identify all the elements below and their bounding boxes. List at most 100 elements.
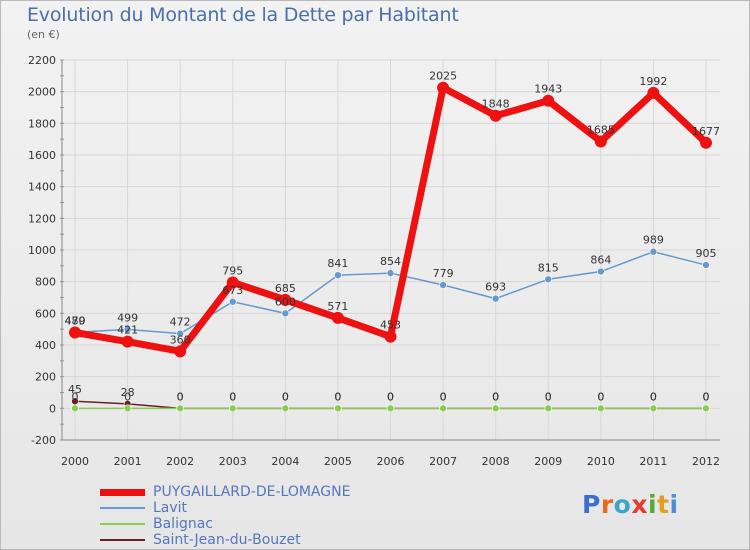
data-label: 0 — [177, 390, 184, 403]
data-point — [491, 294, 500, 303]
logo-letter: i — [648, 490, 658, 519]
data-point — [384, 330, 397, 343]
y-tick-label: 1400 — [28, 181, 56, 194]
legend-label: Balignac — [153, 516, 213, 532]
y-tick-label: 1000 — [28, 244, 56, 257]
data-label: 854 — [380, 255, 401, 268]
legend-label: Lavit — [153, 500, 188, 516]
data-label: 0 — [387, 390, 394, 403]
y-tick-label: 0 — [49, 402, 56, 415]
logo-letter: P — [582, 490, 601, 519]
x-tick-label: 2002 — [166, 455, 194, 468]
data-label: 864 — [590, 254, 611, 267]
data-label: 453 — [380, 319, 401, 332]
data-label: 0 — [229, 390, 236, 403]
data-label: 0 — [124, 390, 131, 403]
data-point — [176, 404, 184, 413]
data-label: 0 — [177, 390, 184, 403]
data-label: 0 — [334, 390, 341, 403]
data-point — [69, 326, 81, 339]
y-tick-label: -200 — [31, 434, 56, 447]
data-label: 480 — [65, 314, 86, 327]
data-label: 0 — [229, 390, 236, 403]
data-point — [71, 404, 79, 413]
legend-swatch-1 — [100, 507, 145, 509]
data-point — [228, 297, 237, 306]
data-label: 685 — [275, 282, 296, 295]
data-point — [491, 404, 500, 413]
data-point — [386, 404, 395, 413]
data-point — [281, 404, 290, 413]
data-point — [226, 276, 239, 289]
data-label: 0 — [545, 390, 552, 403]
data-label: 0 — [597, 390, 604, 403]
data-point — [386, 269, 395, 277]
legend-item: Saint-Jean-du-Bouzet — [100, 532, 350, 548]
data-point — [702, 404, 710, 413]
data-point — [597, 404, 605, 413]
legend-label: Saint-Jean-du-Bouzet — [153, 532, 301, 548]
y-tick-label: 600 — [35, 307, 56, 320]
data-label: 1943 — [534, 83, 562, 96]
data-label: 0 — [387, 390, 394, 403]
data-label: 0 — [72, 390, 79, 403]
data-label: 1992 — [639, 75, 667, 88]
legend-swatch-0 — [100, 488, 145, 496]
x-tick-label: 2010 — [587, 455, 615, 468]
data-point — [176, 329, 184, 338]
logo-letter: i — [669, 490, 679, 519]
data-label: 0 — [492, 390, 499, 403]
legend-label: PUYGAILLARD-DE-LOMAGNE — [153, 484, 351, 500]
data-label: 673 — [222, 284, 243, 297]
data-label: 0 — [492, 390, 499, 403]
data-label: 0 — [597, 390, 604, 403]
data-point — [228, 404, 237, 413]
data-label: 360 — [170, 333, 191, 346]
logo-letter: t — [657, 490, 670, 519]
legend-item: Lavit — [100, 500, 350, 516]
data-point — [279, 293, 292, 306]
x-tick-label: 2003 — [219, 455, 247, 468]
data-point — [649, 404, 658, 413]
data-point — [597, 267, 605, 276]
legend-item: PUYGAILLARD-DE-LOMAGNE — [100, 484, 350, 500]
data-point — [334, 404, 342, 413]
data-point — [331, 311, 344, 324]
y-tick-label: 1200 — [28, 212, 56, 225]
data-label: 815 — [538, 261, 559, 274]
data-label: 779 — [433, 267, 454, 280]
data-point — [123, 404, 132, 413]
data-label: 693 — [485, 281, 506, 294]
data-label: 0 — [703, 390, 710, 403]
data-label: 989 — [643, 234, 664, 247]
data-point — [174, 345, 187, 358]
data-point — [121, 335, 134, 348]
data-label: 499 — [117, 311, 138, 324]
chart-legend: PUYGAILLARD-DE-LOMAGNE Lavit Balignac Sa… — [100, 484, 350, 548]
data-point — [123, 325, 132, 334]
data-label: 841 — [327, 257, 348, 270]
data-point — [542, 94, 555, 107]
data-point — [544, 404, 553, 413]
legend-swatch-3 — [100, 539, 145, 541]
data-label: 905 — [696, 247, 717, 260]
y-tick-label: 400 — [35, 339, 56, 352]
data-point — [334, 271, 342, 279]
y-tick-label: 200 — [35, 371, 56, 384]
legend-item: Balignac — [100, 516, 350, 532]
data-point — [544, 275, 553, 284]
chart-unit-label: (en €) — [27, 28, 60, 41]
data-label: 1677 — [692, 125, 720, 138]
data-label: 28 — [121, 386, 135, 399]
data-label: 0 — [440, 390, 447, 403]
x-tick-label: 2009 — [534, 455, 562, 468]
x-tick-label: 2004 — [271, 455, 299, 468]
data-label: 2025 — [429, 70, 457, 83]
data-label: 795 — [222, 264, 243, 277]
data-label: 421 — [117, 324, 138, 337]
logo-letter: o — [613, 490, 632, 519]
x-tick-label: 2006 — [377, 455, 405, 468]
y-tick-label: 2000 — [28, 86, 56, 99]
data-label: 0 — [650, 390, 657, 403]
